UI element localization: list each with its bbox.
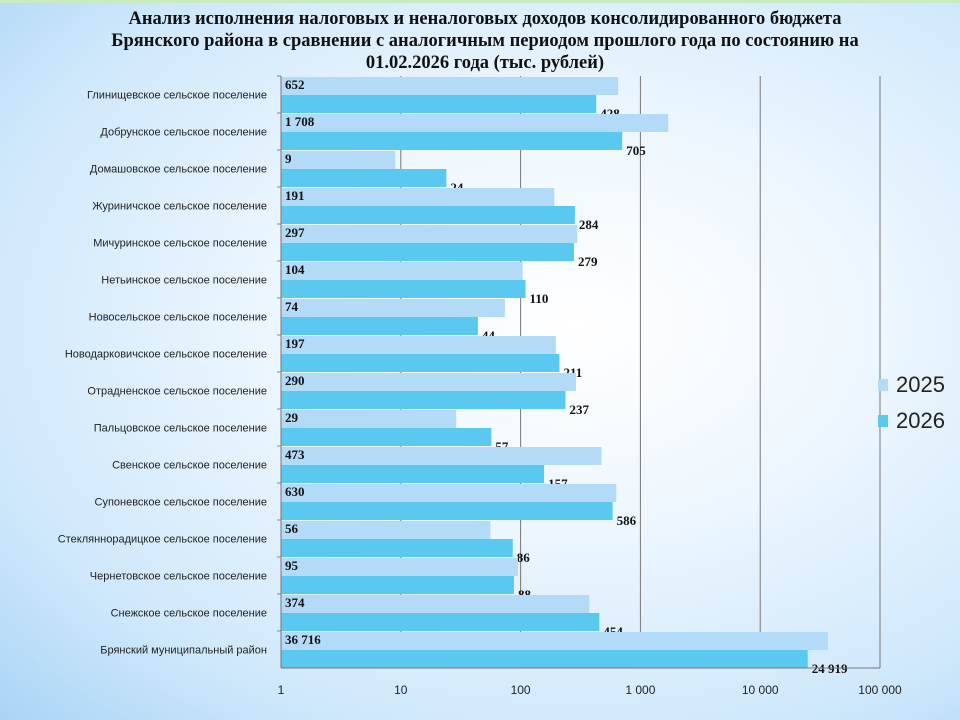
bar-2026 [281,132,623,150]
data-label-2025: 630 [285,484,305,499]
bar-2025 [281,558,518,576]
bar-2026 [281,502,613,520]
bar-2025 [281,336,556,354]
x-tick-label: 100 [511,683,531,697]
data-label-2025: 290 [285,373,305,388]
category-label: Домашовское сельское поселение [90,164,267,176]
x-tick-label: 10 [394,683,408,697]
data-label-2025: 56 [285,521,299,536]
bar-2026 [281,243,574,261]
legend-swatch-2026 [878,415,888,427]
category-label: Снежское сельское поселение [111,608,267,620]
bar-2026 [281,576,514,594]
data-label-2025: 9 [285,151,292,166]
bar-2026 [281,465,545,483]
data-label-2026: 110 [530,291,549,306]
category-label: Нетьинское сельское поселение [101,275,267,287]
bar-2025 [281,225,578,243]
bar-2025 [281,521,491,539]
data-label-2025: 104 [285,262,305,277]
bar-2025 [281,299,505,317]
x-tick-label: 1 [278,683,285,697]
data-label-2025: 191 [285,188,305,203]
category-label: Добрунское сельское поселение [100,127,267,139]
bar-2026 [281,317,478,335]
category-label: Журиничское сельское поселение [92,201,267,213]
category-label: Глинищевское сельское поселение [87,90,267,102]
bar-2026 [281,391,566,409]
bar-2026 [281,354,560,372]
category-label: Свенское сельское поселение [112,460,267,472]
bar-2026 [281,613,600,631]
bar-2025 [281,77,619,95]
data-label-2025: 74 [285,299,299,314]
data-label-2026: 237 [569,402,589,417]
data-label-2025: 1 708 [285,114,315,129]
bar-2025 [281,188,555,206]
bar-2025 [281,262,523,280]
bar-2026 [281,428,492,446]
category-label: Чернетовское сельское поселение [90,571,267,583]
category-label: Мичуринское сельское поселение [93,238,267,250]
legend-label-2026: 2026 [896,408,945,433]
category-label: Пальцовское сельское поселение [94,423,267,435]
category-label: Новодарковичское сельское поселение [65,349,267,361]
data-label-2025: 197 [285,336,305,351]
bar-2025 [281,410,457,428]
bar-2025 [281,595,590,613]
legend-label-2025: 2025 [896,372,945,397]
category-label: Новосельское сельское поселение [89,312,267,324]
legend-item-2025: 2025 [878,372,945,398]
x-tick-label: 10 000 [742,683,779,697]
category-label: Брянский муниципальный район [100,645,267,657]
data-label-2025: 652 [285,77,305,92]
data-label-2025: 473 [285,447,305,462]
bar-2026 [281,206,575,224]
bar-2025 [281,151,396,169]
data-label-2025: 297 [285,225,305,240]
x-tick-label: 100 000 [858,683,902,697]
data-label-2025: 95 [285,558,299,573]
bar-2025 [281,373,576,391]
bar-2025 [281,632,828,650]
data-label-2026: 586 [617,513,637,528]
bar-2026 [281,95,597,113]
x-tick-label: 1 000 [625,683,655,697]
data-label-2026: 284 [579,217,599,232]
data-label-2026: 279 [578,254,598,269]
data-label-2025: 374 [285,595,305,610]
data-label-2025: 29 [285,410,299,425]
chart-title: Анализ исполнения налоговых и неналоговы… [111,9,859,73]
category-label: Супоневское сельское поселение [95,497,268,509]
category-label: Отрадненское сельское поселение [87,386,267,398]
bar-2026 [281,169,447,187]
data-label-2026: 86 [517,550,531,565]
category-label: Стекляннорадицкое сельское поселение [58,534,267,546]
bar-2026 [281,280,526,298]
bar-2025 [281,447,602,465]
legend-item-2026: 2026 [878,408,945,434]
data-label-2026: 705 [626,143,646,158]
data-label-2025: 36 716 [285,632,321,647]
legend-swatch-2025 [878,379,888,391]
bar-2025 [281,484,617,502]
bar-2025 [281,114,669,132]
bar-2026 [281,650,808,668]
bar-2026 [281,539,513,557]
